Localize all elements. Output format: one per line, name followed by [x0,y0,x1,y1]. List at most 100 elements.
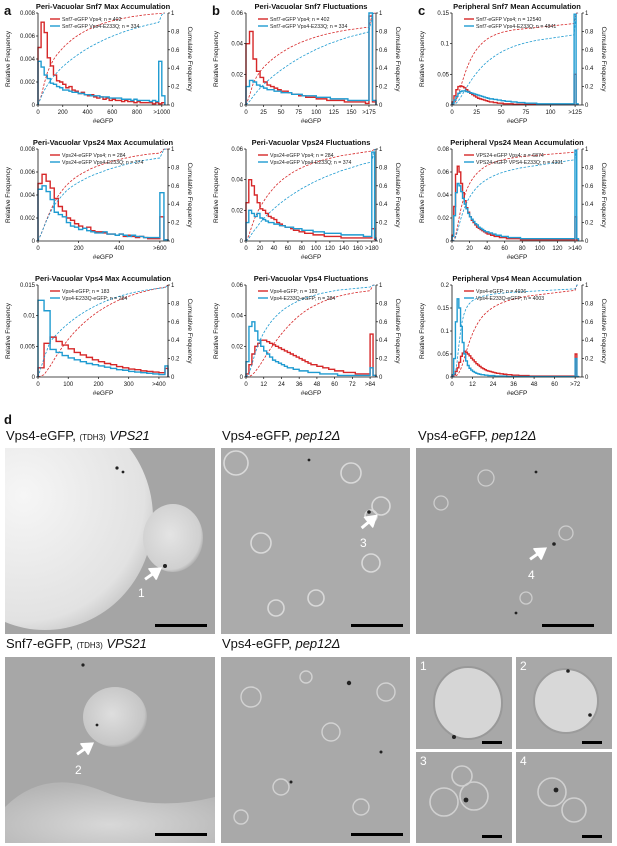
inset-3: 3 [416,752,512,843]
x-tick-label: >180 [365,246,379,252]
arrow-icon [76,742,95,756]
cumulative-curve-2 [451,148,579,242]
histogram-series-2 [37,60,166,105]
em-label-1-protein: Vps4-eGFP, [6,428,80,443]
x-tick-label: 60 [501,246,508,252]
y-axis-label: Relative Frequency [5,166,12,223]
panel-letter-d: d [4,412,12,427]
em-image-4: 2 [5,657,215,843]
cumulative-curve-1 [451,12,579,106]
chart-title: Peri-Vacuolar Vps4 Fluctuations [254,274,369,283]
chart-b3: Peri-Vacuolar Vps4 Fluctuations 0 0.02 0.04… [208,272,411,406]
y-axis-label: Relative Frequency [5,302,12,359]
x-tick-label: 60 [285,246,292,252]
x-tick-label: 75 [523,110,530,116]
em-label-4: Snf7-eGFP, (TDH3) VPS21 [6,636,147,651]
y2-axis-label: Cumulative Frequency [186,298,193,364]
chart-c1: Peripheral Snf7 Mean Accumulation 0 0.05 0.… [414,0,617,134]
y-axis-label: Relative Frequency [419,302,426,359]
y2-tick-label: 0 [171,239,175,245]
chart-c2: Peripheral Vps24 Mean Accumulation 0 0.02 0… [414,136,617,270]
x-tick-label: 36 [296,382,303,388]
x-tick-label: 100 [535,246,546,252]
x-tick-label: 0 [244,246,248,252]
histogram-series-1 [245,333,377,377]
inset-label-1: 1 [420,659,427,673]
x-tick-label: 100 [63,382,74,388]
y2-tick-label: 0.4 [379,202,388,208]
vacuole-shape [5,448,153,630]
y-tick-label: 0.06 [231,283,243,289]
x-tick-label: 75 [295,110,302,116]
legend-entry: Vps24-eGFP Vps4-E233Q; n = 374 [62,160,143,166]
legend-entry: Vps4-E233Q-eGFP; n = 284 [270,296,335,302]
y-tick-label: 0.008 [20,147,36,153]
y-tick-label: 0.002 [20,80,36,86]
y-tick-label: 0.01 [23,314,35,320]
chart-title: Peri-Vacuolar Snf7 Max Accumulation [36,2,171,11]
y2-tick-label: 0.8 [171,165,180,171]
inset-2: 2 [516,657,612,749]
x-axis-label: #eGFP [93,118,114,125]
y-tick-label: 0.006 [20,34,36,40]
panel-letter-a: a [4,3,12,18]
y2-tick-label: 0.2 [585,357,594,363]
cumulative-curve-1 [37,284,169,378]
y-tick-label: 0.04 [437,193,449,199]
panel-letter-b: b [212,3,220,18]
vacuole-shape [5,782,215,843]
y-tick-label: 0.002 [20,216,36,222]
em-image-5 [221,657,410,843]
y2-tick-label: 0 [379,375,383,381]
x-tick-label: 0 [450,110,454,116]
em-label-3: Vps4-eGFP, pep12Δ [418,428,536,443]
scale-bar [582,741,602,744]
cumulative-curve-2 [245,148,377,242]
chart-title: Peripheral Snf7 Mean Accumulation [453,2,581,11]
em-label-1-promoter: (TDH3) [79,433,106,442]
inset-1: 1 [416,657,512,749]
x-axis-label: #eGFP [507,390,528,397]
y-tick-label: 0.06 [231,147,243,153]
y2-tick-label: 0.4 [585,66,594,72]
x-tick-label: >400 [152,382,166,388]
y2-tick-label: 0.6 [171,320,180,326]
y-tick-label: 0 [446,103,450,109]
inset-1-drawing [416,657,512,749]
y-tick-label: 0.15 [437,11,449,17]
y-tick-label: 0.06 [231,11,243,17]
cumulative-curve-1 [37,12,165,106]
y2-tick-label: 0.6 [585,184,594,190]
arrow-label-4: 4 [528,568,535,582]
legend-entry: Snf7-eGFP Vps4-E233Q; n = 334 [270,24,347,30]
y-tick-label: 0.015 [20,283,36,289]
y2-tick-label: 0.4 [379,338,388,344]
x-tick-label: >125 [568,110,582,116]
y-tick-label: 0 [240,375,244,381]
cumulative-curve-1 [37,148,169,242]
y2-tick-label: 0 [585,103,589,109]
em-label-2-protein: Vps4-eGFP, [222,428,296,443]
y-tick-label: 0 [32,239,36,245]
em-image-1: 1 [5,448,215,634]
y2-axis-label: Cumulative Frequency [600,298,607,364]
y2-tick-label: 1 [585,11,589,17]
cumulative-curve-1 [245,284,377,378]
y-tick-label: 0.005 [20,344,36,350]
y2-tick-label: 0.4 [585,202,594,208]
y2-tick-label: 0.2 [171,221,180,227]
cumulative-curve-2 [451,12,579,106]
histogram-series-1 [37,336,169,377]
y2-tick-label: 0.8 [171,301,180,307]
em-label-5: Vps4-eGFP, pep12Δ [222,636,340,651]
histogram-series-2 [245,321,377,377]
y-axis-label: Relative Frequency [419,166,426,223]
x-tick-label: 60 [331,382,338,388]
y2-tick-label: 0.2 [585,221,594,227]
x-tick-label: 40 [484,246,491,252]
x-tick-label: 0 [450,246,454,252]
legend-entry: Snf7-eGFP Vps4; n = 402 [62,17,122,23]
y2-tick-label: 1 [379,11,383,17]
y-tick-label: 0.02 [437,216,449,222]
endosome-shape [83,687,147,747]
